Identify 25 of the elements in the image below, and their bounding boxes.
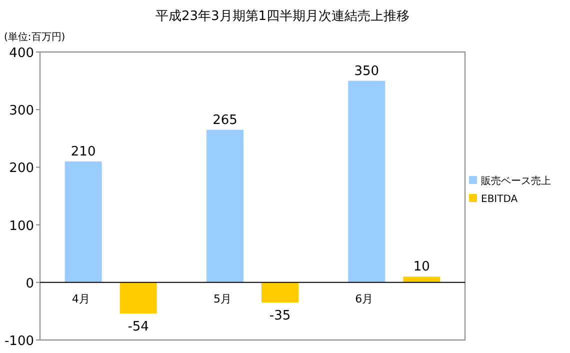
bar <box>64 161 102 282</box>
y-tick-label: 0 <box>26 276 34 292</box>
legend-label: EBITDA <box>481 194 518 205</box>
bar <box>262 282 298 303</box>
x-tick-label: 4月 <box>72 292 90 306</box>
data-label: -54 <box>128 320 149 335</box>
title: 平成23年3月期第1四半期月次連結売上推移 <box>155 9 410 24</box>
bar <box>206 130 244 282</box>
y-tick-label: 400 <box>9 46 34 61</box>
y-tick-label: 300 <box>9 104 34 119</box>
data-label: 265 <box>212 112 238 128</box>
y-tick-label: -100 <box>4 334 34 349</box>
data-label: -35 <box>269 308 291 324</box>
data-label: 350 <box>354 64 380 79</box>
bar <box>403 276 440 282</box>
x-tick-label: 6月 <box>355 292 374 306</box>
bar <box>348 80 386 282</box>
text: (単位:百万円) <box>4 31 66 43</box>
legend-label: 販売ベース売上 <box>481 175 551 187</box>
data-label: 10 <box>413 260 430 275</box>
bar <box>120 282 157 314</box>
x-tick-label: 5月 <box>214 292 232 306</box>
y-tick-label: 100 <box>9 218 34 234</box>
y-tick-label: 200 <box>9 161 34 176</box>
data-label: 210 <box>70 144 96 160</box>
